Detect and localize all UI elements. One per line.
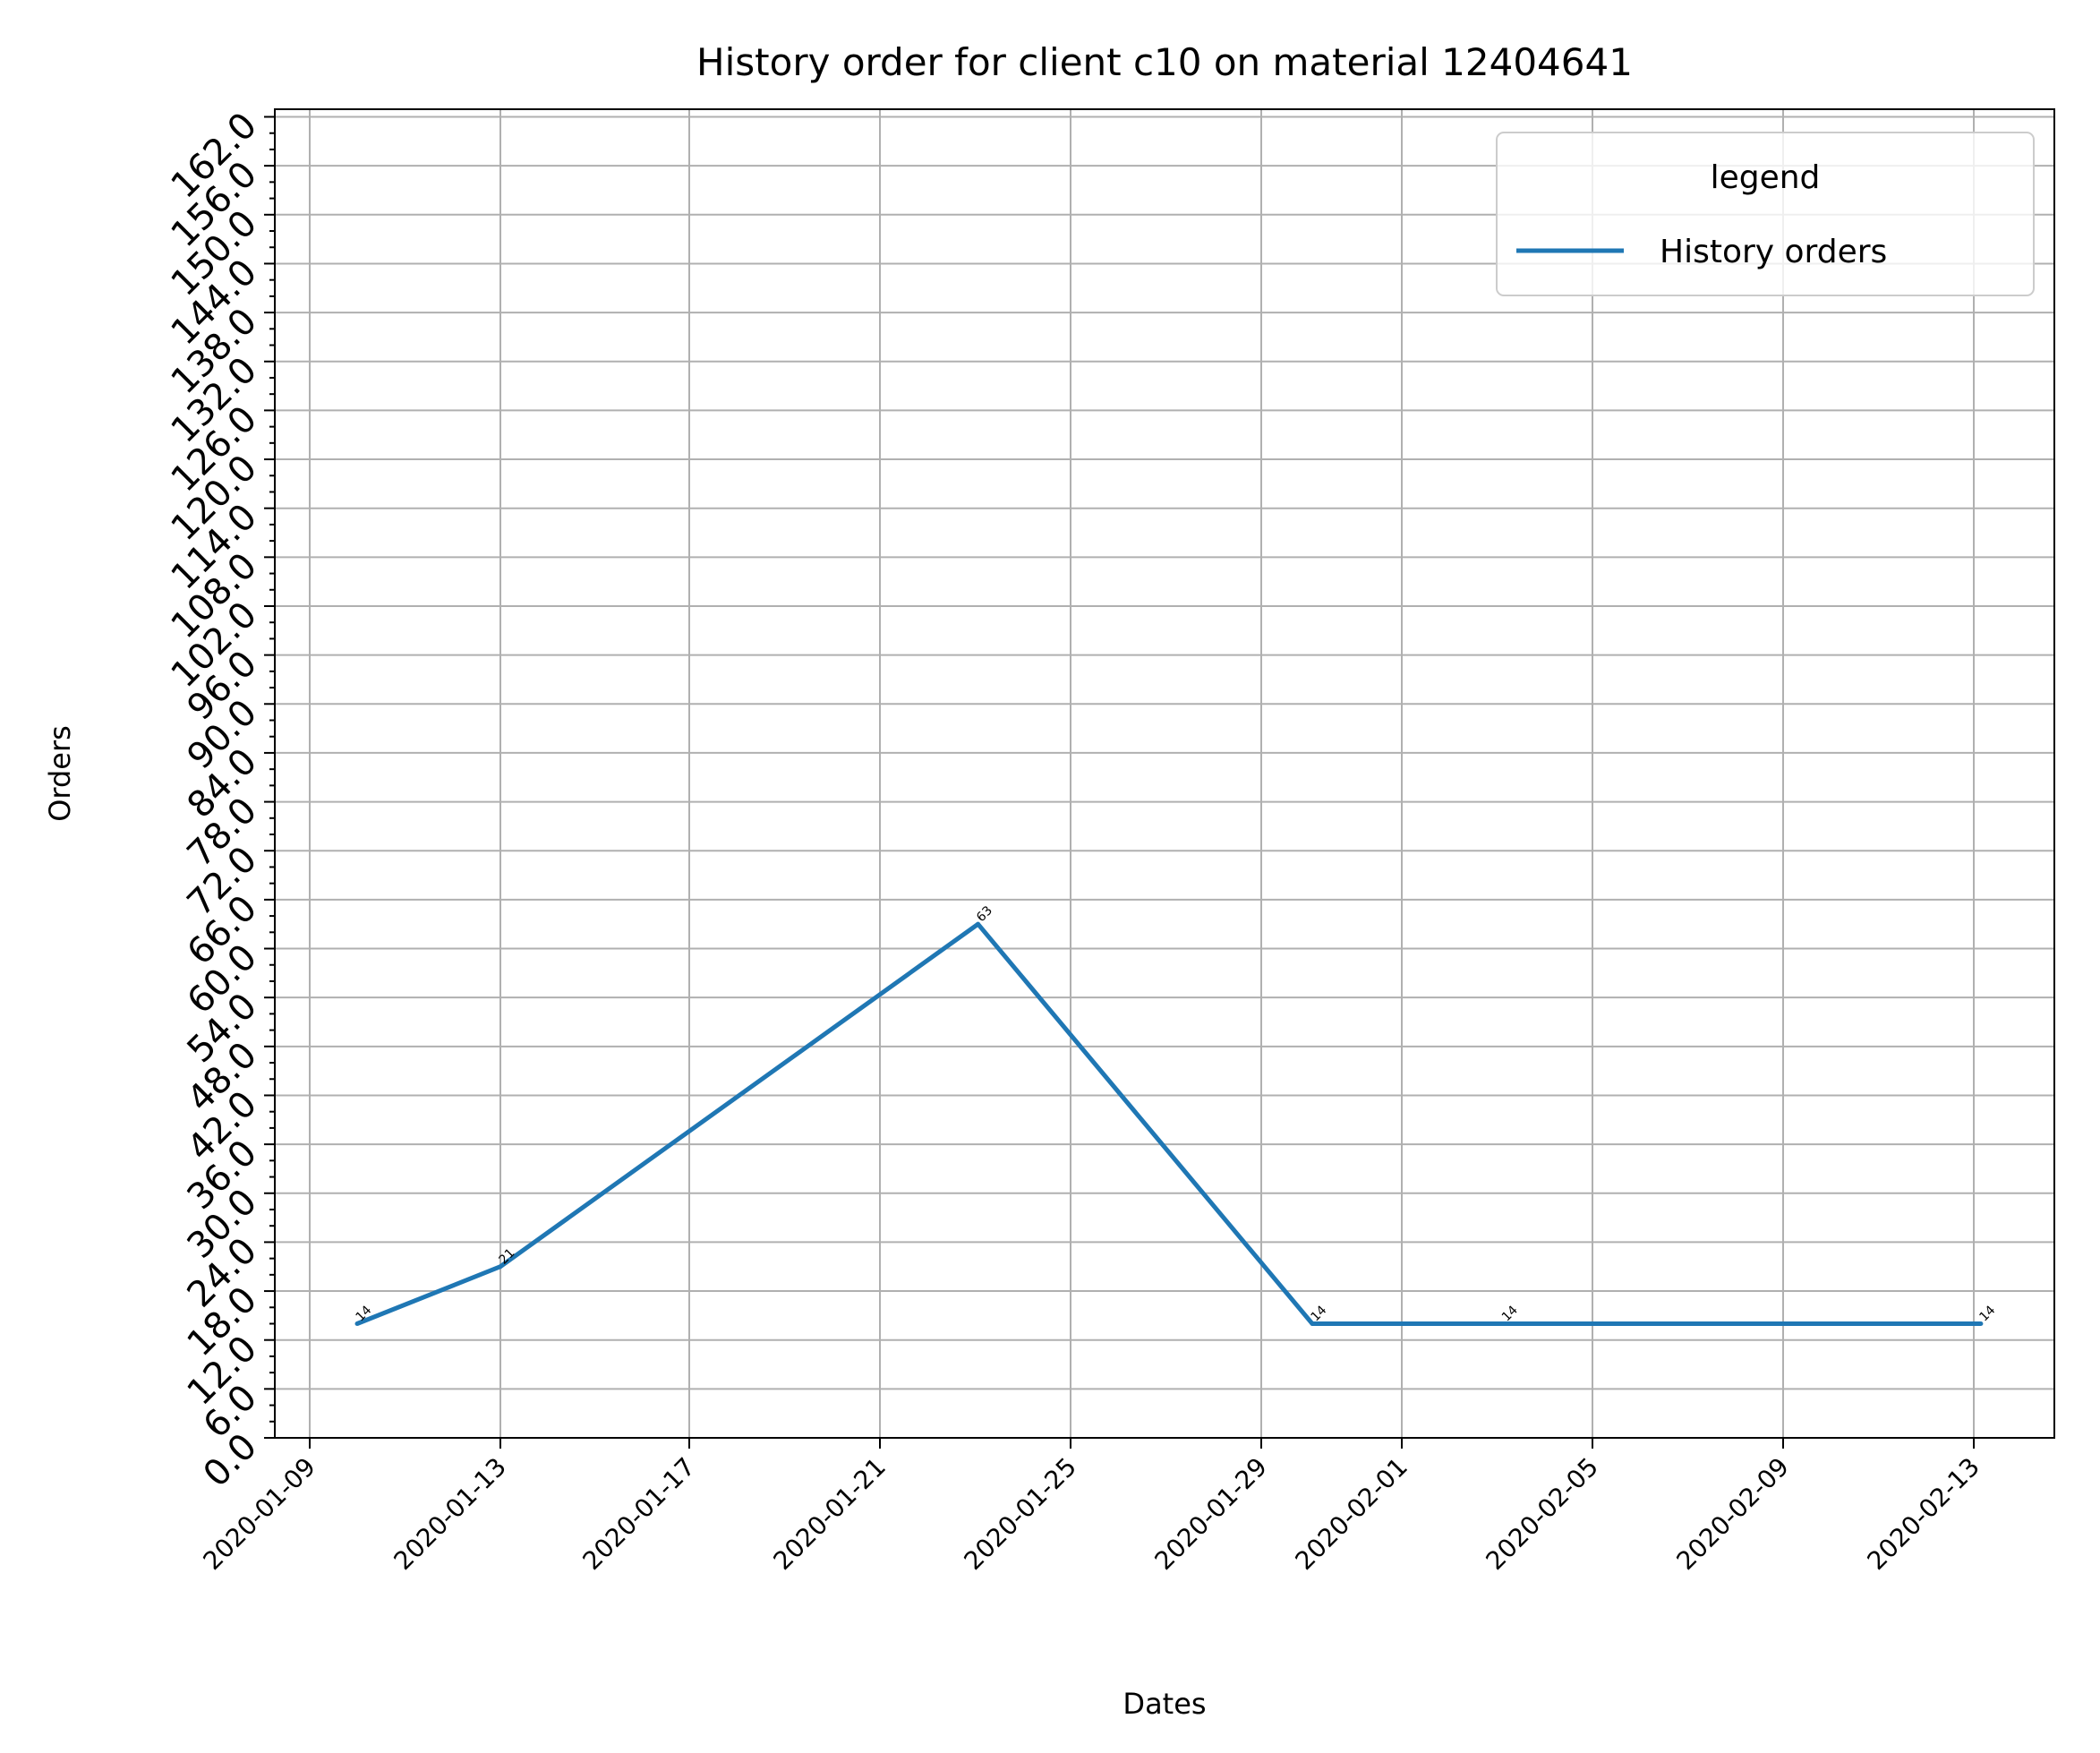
x-tick-label: 2020-01-17 xyxy=(577,1452,701,1576)
grid-lines xyxy=(275,109,2054,1439)
x-tick-label: 2020-02-13 xyxy=(1862,1452,1985,1576)
data-point xyxy=(1310,1321,1315,1326)
y-axis-label: Orders xyxy=(43,725,77,822)
legend-title: legend xyxy=(1711,159,1821,196)
x-tick-label: 2020-01-29 xyxy=(1149,1452,1273,1576)
x-tick-label: 2020-01-13 xyxy=(388,1452,512,1576)
data-label: 63 xyxy=(974,903,995,925)
data-point xyxy=(498,1264,503,1270)
data-label: 14 xyxy=(354,1303,375,1324)
data-point xyxy=(1500,1321,1506,1326)
plot-frame xyxy=(274,108,2055,1439)
x-tick-label: 2020-01-25 xyxy=(959,1452,1082,1576)
legend: legend History orders xyxy=(1496,132,2035,296)
data-label: 14 xyxy=(1499,1303,1521,1324)
x-axis-label: Dates xyxy=(1123,1687,1206,1721)
data-point xyxy=(354,1321,360,1326)
data-label: 14 xyxy=(1976,1303,1998,1324)
data-point xyxy=(1978,1321,1984,1326)
x-axis-ticks: 2020-01-09 2020-01-13 2020-01-17 2020-01-21… xyxy=(198,1438,1985,1576)
legend-box xyxy=(1496,132,2035,296)
chart-title: History order for client c10 on material… xyxy=(696,40,1633,84)
y-axis-ticks: 0.06.012.018.024.030.036.042.048.054.060… xyxy=(164,105,275,1495)
x-tick-label: 2020-01-21 xyxy=(768,1452,892,1576)
data-point xyxy=(976,921,981,927)
x-tick-label: 2020-02-05 xyxy=(1481,1452,1604,1576)
x-tick-label: 2020-02-09 xyxy=(1671,1452,1795,1576)
x-tick-label: 2020-02-01 xyxy=(1290,1452,1413,1576)
legend-entry-history-orders: History orders xyxy=(1660,234,1887,270)
series-line-history-orders xyxy=(356,921,1981,1326)
